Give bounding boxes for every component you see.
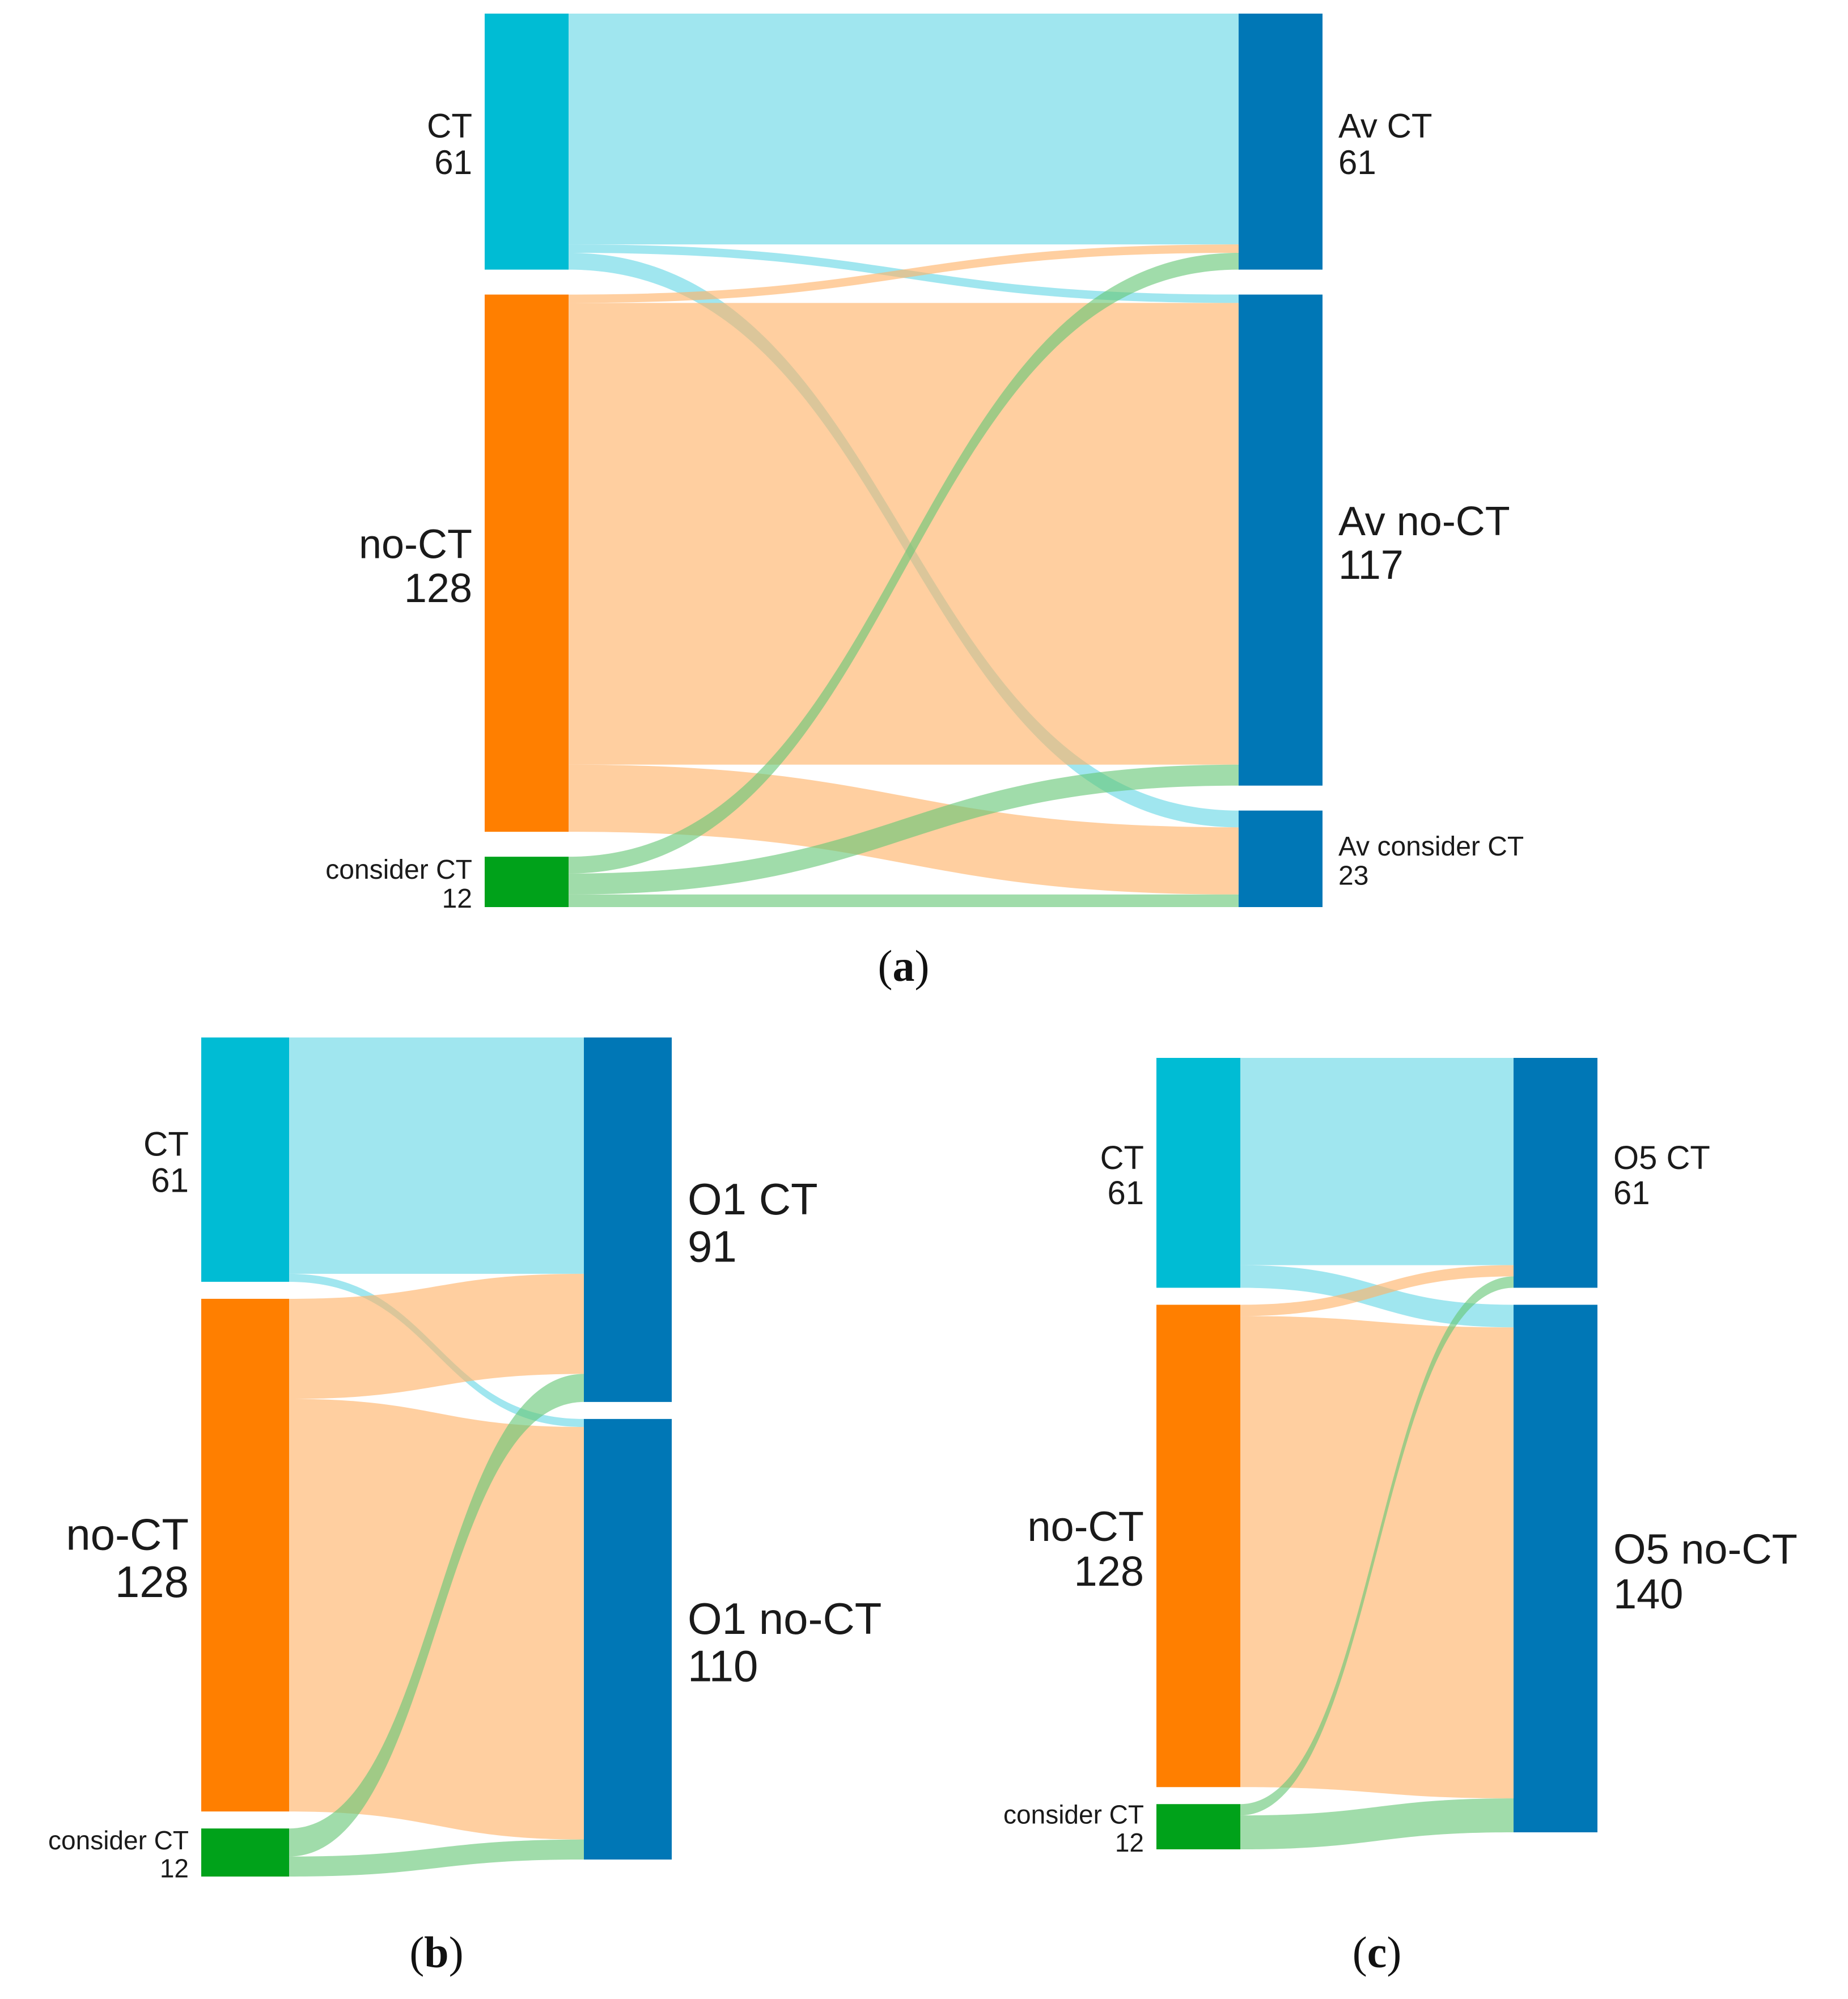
left-node-label: consider CT [1003,1800,1144,1829]
right-node-label: O1 CT [688,1174,818,1224]
left-node-label: consider CT [325,855,472,885]
right-node-label: Av no-CT [1338,499,1510,544]
right-node-value: 110 [688,1641,758,1691]
left-node-value: 128 [1074,1548,1144,1595]
panel-caption: (b) [409,1928,463,1977]
right-node-value: 23 [1338,861,1368,891]
flow-a-2-0 [569,252,1239,874]
left-node-value: 12 [160,1853,189,1883]
flow-a-1-1 [569,303,1239,765]
flow-c-1-0 [1240,1265,1514,1316]
panel-caption-letter: b [424,1928,448,1977]
left-node-label: consider CT [48,1826,189,1855]
flow-c-2-1 [1240,1798,1514,1849]
left-node-c-2 [1156,1804,1240,1849]
right-node-c-0 [1514,1058,1597,1288]
right-node-label: O5 CT [1613,1140,1710,1176]
sankey-flows-c [1240,1058,1514,1849]
left-node-a-2 [485,857,569,907]
right-node-a-2 [1239,810,1323,907]
flow-b-1-0 [289,1273,584,1399]
flow-b-2-1 [289,1839,584,1877]
left-node-value: 61 [151,1161,189,1199]
left-node-value: 128 [404,566,472,611]
left-node-c-1 [1156,1305,1240,1788]
left-node-value: 61 [1107,1175,1144,1212]
sankey-flows-a [569,14,1239,907]
left-node-a-1 [485,294,569,832]
right-node-c-1 [1514,1305,1597,1832]
left-node-value: 12 [1115,1828,1144,1857]
right-node-b-1 [584,1418,672,1860]
flow-a-1-0 [569,244,1239,303]
left-node-label: no-CT [359,522,472,567]
left-node-c-0 [1156,1058,1240,1288]
right-node-label: O1 no-CT [688,1594,881,1644]
right-node-value: 117 [1338,543,1404,588]
right-node-label: Av consider CT [1338,832,1524,862]
panel-caption-letter: c [1367,1928,1387,1977]
right-node-label: Av CT [1338,107,1432,145]
flow-a-2-2 [569,894,1239,907]
flow-a-2-1 [569,764,1239,895]
flow-b-0-0 [289,1037,584,1274]
left-node-label: no-CT [66,1510,189,1560]
left-node-b-0 [201,1037,289,1282]
flow-c-2-0 [1240,1276,1514,1816]
flow-c-0-0 [1240,1058,1514,1265]
left-node-value: 61 [434,143,472,181]
left-node-label: CT [427,107,472,145]
left-node-value: 128 [115,1557,189,1607]
right-node-b-0 [584,1037,672,1402]
panel-caption: (a) [878,941,930,990]
left-node-label: CT [143,1125,189,1163]
panel-caption: (c) [1353,1928,1402,1977]
panel-caption-letter: a [893,941,915,990]
right-node-value: 61 [1613,1175,1650,1212]
left-node-a-0 [485,14,569,270]
left-node-b-1 [201,1298,289,1812]
sankey-flows-b [289,1037,584,1877]
right-node-value: 140 [1613,1570,1683,1617]
right-node-value: 91 [688,1222,737,1272]
left-node-label: no-CT [1027,1503,1144,1550]
right-node-value: 61 [1338,143,1376,181]
left-node-b-2 [201,1828,289,1877]
right-node-a-0 [1239,14,1323,270]
flow-b-2-0 [289,1374,584,1857]
left-node-value: 12 [442,884,472,914]
flow-a-0-0 [569,14,1239,245]
right-node-a-1 [1239,294,1323,786]
left-node-label: CT [1100,1140,1144,1176]
flow-c-1-1 [1240,1316,1514,1799]
right-node-label: O5 no-CT [1613,1526,1798,1573]
